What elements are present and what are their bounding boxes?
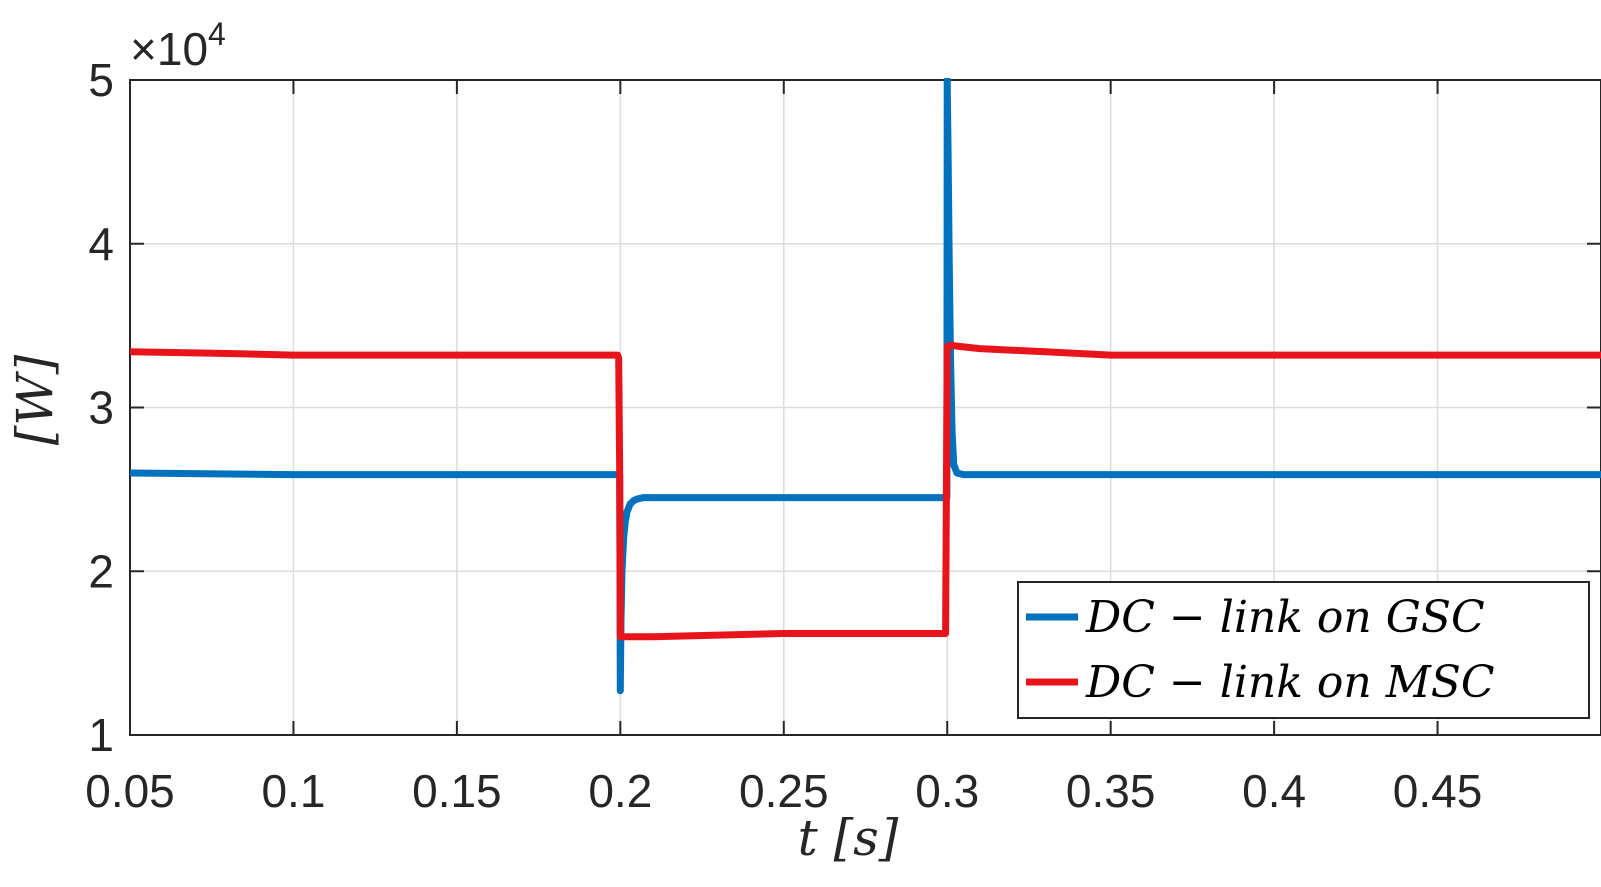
y-tick-label: 2: [88, 545, 114, 597]
y-tick-label: 3: [88, 382, 114, 434]
series-line-0: [130, 78, 1601, 695]
x-tick-label: 0.2: [588, 765, 652, 817]
x-tick-label: 0.05: [85, 765, 175, 817]
legend-label-msc: DC − link on MSC: [1085, 657, 1495, 708]
axis-ticks: [129, 79, 1601, 736]
series-layer: [130, 78, 1601, 695]
legend-box: [1017, 581, 1590, 719]
y-tick-label: 4: [88, 218, 114, 270]
x-tick-label: 0.3: [915, 765, 979, 817]
y-axis-label: [W]: [6, 354, 64, 445]
x-tick-label: 0.1: [261, 765, 325, 817]
legend-label-gsc: DC − link on GSC: [1085, 592, 1485, 643]
x-tick-label: 0.4: [1242, 765, 1306, 817]
y-tick-label: 5: [88, 54, 114, 106]
x-tick-label: 0.45: [1393, 765, 1483, 817]
x-axis-label: t [s]: [798, 809, 899, 867]
x-tick-label: 0.35: [1066, 765, 1156, 817]
y-axis-multiplier: ×104: [130, 16, 226, 75]
x-tick-label: 0.15: [412, 765, 502, 817]
series-line-1: [130, 341, 1601, 641]
y-tick-label: 1: [88, 709, 114, 761]
x-tick-label: 0.25: [739, 765, 829, 817]
x-tick-labels: 0.05 0.1 0.15 0.2 0.25 0.3 0.35 0.4 0.45: [85, 765, 1482, 817]
legend: DC − link on GSC DC − link on MSC: [1017, 581, 1590, 719]
y-tick-labels: 1 2 3 4 5: [88, 54, 114, 761]
